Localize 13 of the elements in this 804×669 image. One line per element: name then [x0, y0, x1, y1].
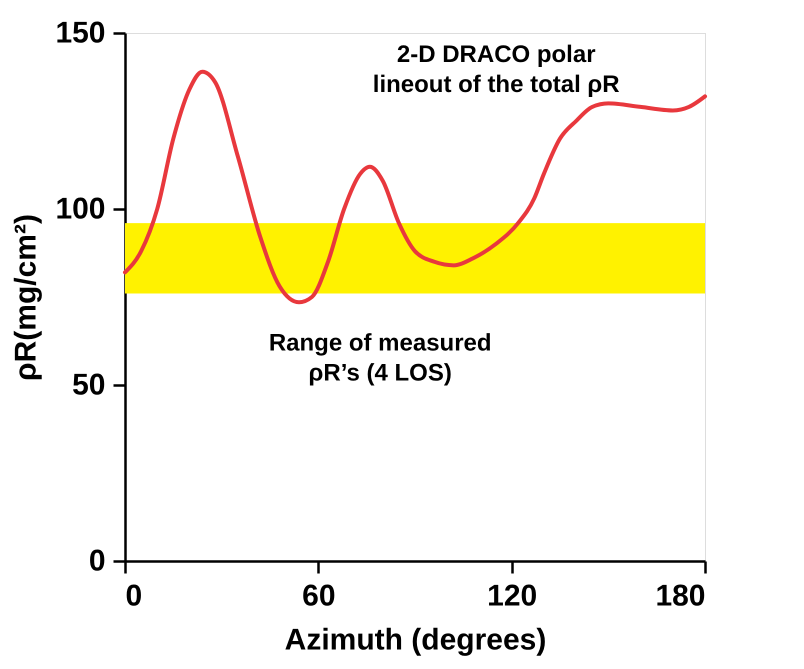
y-tick-label: 100 — [55, 192, 106, 226]
x-tick-label: 180 — [655, 580, 706, 612]
y-tick-label: 0 — [88, 544, 106, 578]
x-axis-title: Azimuth (degrees) — [284, 624, 546, 656]
y-tick-label: 50 — [72, 368, 106, 402]
annotation: 2-D DRACO polar lineout of the total ρR — [372, 41, 620, 98]
line-series — [123, 70, 707, 304]
x-tick-label: 120 — [487, 580, 538, 612]
x-tick-label: 60 — [302, 580, 336, 612]
x-tick-label: 0 — [126, 580, 142, 612]
band-label: Range of measured ρR’s (4 LOS) — [268, 329, 492, 386]
y-tick-label: 150 — [55, 16, 106, 50]
y-axis-title: ρR(mg/cm²) — [9, 214, 42, 381]
